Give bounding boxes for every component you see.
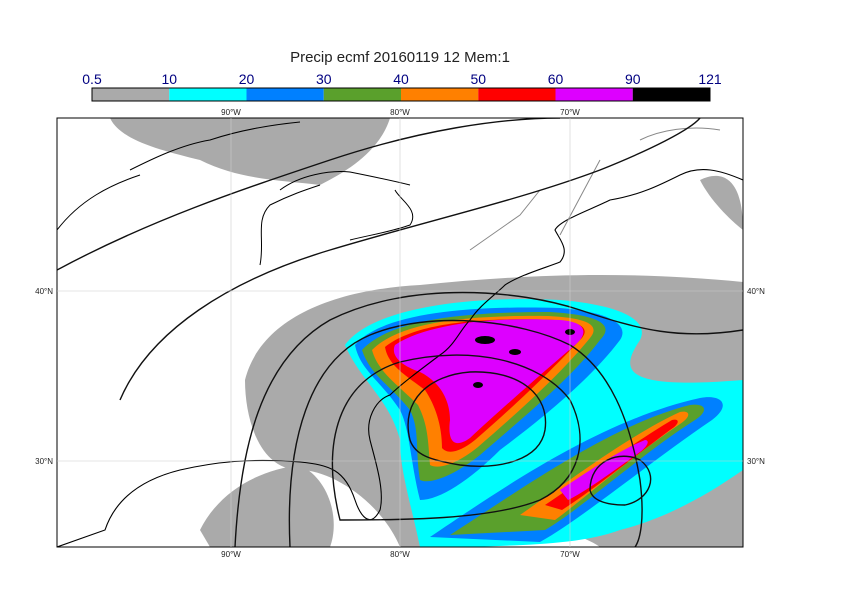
precip-area xyxy=(475,336,495,344)
lon-label-top: 70°W xyxy=(560,108,580,117)
lat-label-right: 30°N xyxy=(747,457,765,466)
colorbar-swatch xyxy=(632,88,710,101)
precip-area xyxy=(200,465,334,547)
lat-label-left: 30°N xyxy=(35,457,53,466)
colorbar-swatch xyxy=(169,88,247,101)
colorbar-label: 121 xyxy=(698,71,722,87)
colorbar-swatch xyxy=(478,88,556,101)
precip-area xyxy=(110,118,390,185)
colorbar-label: 10 xyxy=(161,71,177,87)
precip-area xyxy=(560,440,648,500)
colorbar-label: 30 xyxy=(316,71,332,87)
lat-label-right: 40°N xyxy=(747,287,765,296)
colorbar-swatch xyxy=(401,88,479,101)
precip-area xyxy=(393,319,584,444)
colorbar-label: 0.5 xyxy=(82,71,102,87)
lon-label-bottom: 80°W xyxy=(390,550,410,559)
precip-field xyxy=(110,118,743,547)
colorbar-frame xyxy=(91,87,711,102)
colorbar-swatch xyxy=(246,88,324,101)
lon-label-top: 90°W xyxy=(221,108,241,117)
colorbar-label: 20 xyxy=(239,71,255,87)
precip-area xyxy=(700,175,743,230)
colorbar-swatch xyxy=(92,88,170,101)
colorbar-swatch xyxy=(323,88,401,101)
title: Precip ecmf 20160119 12 Mem:1 xyxy=(290,49,510,66)
pressure-contours xyxy=(57,118,743,547)
colorbar-swatch xyxy=(555,88,633,101)
lon-label-bottom: 70°W xyxy=(560,550,580,559)
colorbar-label: 60 xyxy=(548,71,564,87)
precip-area xyxy=(509,349,521,355)
precip-area xyxy=(473,382,483,388)
colorbar-label: 90 xyxy=(625,71,641,87)
lat-label-left: 40°N xyxy=(35,287,53,296)
colorbar-label: 40 xyxy=(393,71,409,87)
colorbar-label: 50 xyxy=(470,71,486,87)
lon-label-top: 80°W xyxy=(390,108,410,117)
lon-label-bottom: 90°W xyxy=(221,550,241,559)
